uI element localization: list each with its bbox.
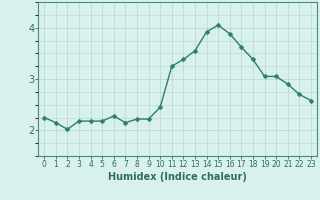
X-axis label: Humidex (Indice chaleur): Humidex (Indice chaleur) (108, 172, 247, 182)
